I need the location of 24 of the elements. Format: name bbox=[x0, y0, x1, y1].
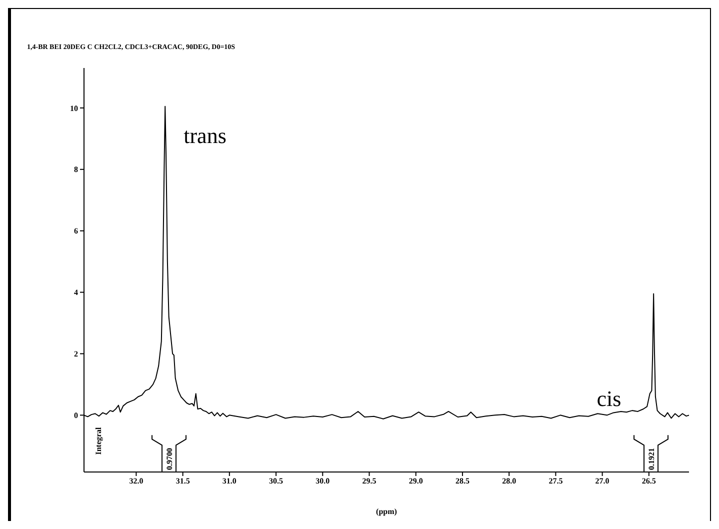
y-tick-label: 2 bbox=[74, 350, 78, 359]
y-tick-label: 8 bbox=[74, 165, 78, 174]
x-tick-label: 31.5 bbox=[176, 476, 190, 486]
annotation: trans bbox=[184, 123, 226, 148]
y-tick-label: 4 bbox=[74, 288, 78, 298]
x-tick-label: 32.0 bbox=[129, 476, 144, 486]
x-tick-label: 31.0 bbox=[222, 476, 236, 486]
annotation: cis bbox=[596, 386, 622, 411]
x-tick-label: 27.0 bbox=[595, 476, 610, 486]
x-tick-label: 28.0 bbox=[502, 476, 516, 486]
x-tick-label: 30.0 bbox=[316, 476, 330, 486]
y-tick-label: 0 bbox=[74, 411, 78, 420]
annotation: Integral bbox=[94, 426, 103, 455]
x-tick-label: 30.5 bbox=[269, 476, 284, 486]
y-tick-label: 6 bbox=[74, 226, 78, 236]
annotation: 0.9700 bbox=[165, 448, 174, 470]
y-tick-label: 10 bbox=[70, 104, 78, 113]
x-tick-label: 27.5 bbox=[548, 476, 563, 486]
x-tick-label: 28.5 bbox=[455, 476, 470, 486]
x-tick-label: 26.5 bbox=[642, 476, 656, 486]
annotation: 0.1921 bbox=[647, 448, 656, 470]
x-axis-title: (ppm) bbox=[376, 507, 398, 516]
x-tick-label: 29.5 bbox=[362, 476, 376, 486]
x-tick-label: 29.0 bbox=[408, 476, 423, 486]
